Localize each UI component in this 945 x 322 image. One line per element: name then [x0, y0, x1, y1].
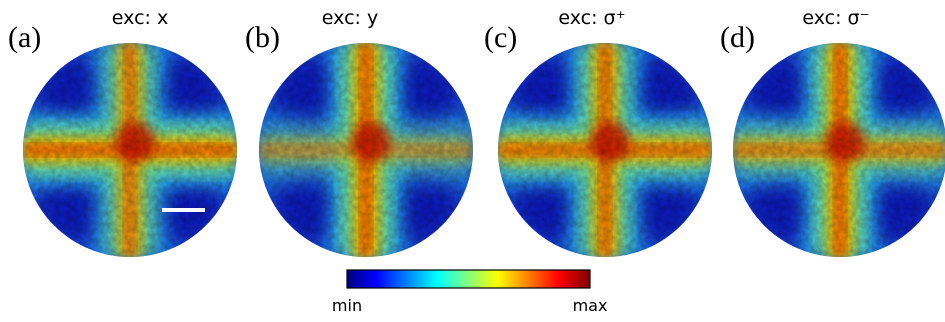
colorbar-scale — [347, 270, 590, 288]
panel-label: (c) — [484, 21, 517, 54]
panel-title: exc: σ⁺ — [558, 7, 625, 29]
panel: (d) exc: σ⁻ — [720, 7, 945, 257]
colorbar: min max — [332, 270, 608, 315]
colorbar-max: max — [573, 296, 608, 315]
panel: (c) exc: σ⁺ — [484, 7, 712, 257]
figure: min max (a) exc: x (b) exc: y (c) exc: σ⁺ (d) e… — [0, 0, 945, 322]
intensity-map — [23, 43, 237, 257]
panel-title: exc: σ⁻ — [802, 7, 869, 29]
panel-label: (d) — [720, 21, 755, 54]
panel: (a) exc: x — [8, 7, 237, 257]
texture — [23, 43, 237, 257]
texture — [733, 43, 945, 257]
panel-title: exc: y — [322, 7, 378, 29]
panel-label: (b) — [245, 21, 280, 54]
colorbar-min: min — [332, 296, 362, 315]
panel-label: (a) — [8, 21, 41, 54]
intensity-map — [498, 43, 712, 257]
intensity-map — [259, 43, 473, 257]
intensity-map — [733, 43, 945, 257]
texture — [259, 43, 473, 257]
texture — [498, 43, 712, 257]
panel: (b) exc: y — [245, 7, 473, 257]
panel-title: exc: x — [112, 7, 168, 29]
